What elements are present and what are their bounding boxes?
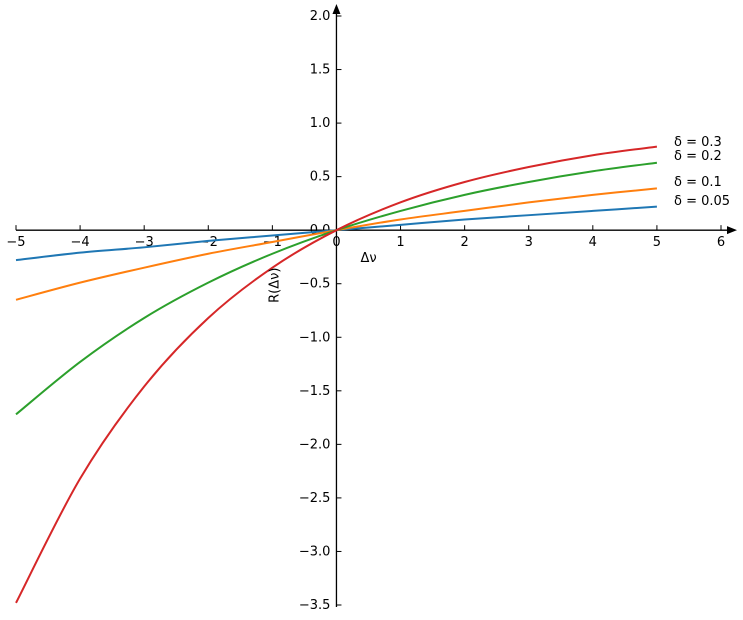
y-tick-label: 0.5 bbox=[310, 170, 331, 185]
x-tick-label: −5 bbox=[6, 235, 25, 250]
series-label: δ = 0.05 bbox=[674, 194, 730, 209]
y-tick-label: −0.5 bbox=[299, 277, 331, 292]
series-label: δ = 0.3 bbox=[674, 135, 722, 150]
x-tick-label: 0 bbox=[332, 235, 340, 250]
x-axis-label: Δν bbox=[360, 251, 376, 266]
series-labels: δ = 0.05 δ = 0.1 δ = 0.2δ = 0.3 bbox=[674, 135, 730, 209]
y-tick-label: 1.0 bbox=[310, 116, 331, 131]
y-tick-label: −1.0 bbox=[299, 330, 331, 345]
x-tick-label: 5 bbox=[653, 235, 661, 250]
y-tick-label: 2.0 bbox=[310, 9, 331, 24]
x-tick-label: 3 bbox=[525, 235, 533, 250]
x-tick-label: 1 bbox=[396, 235, 404, 250]
y-tick-label: −2.0 bbox=[299, 437, 331, 452]
x-tick-label: 6 bbox=[717, 235, 725, 250]
y-axis-arrow-icon bbox=[332, 4, 341, 14]
x-tick-label: 4 bbox=[589, 235, 597, 250]
series-label: δ = 0.1 bbox=[674, 175, 722, 190]
x-tick-label: −4 bbox=[71, 235, 90, 250]
y-axis-label: R(Δν) bbox=[267, 268, 282, 303]
x-tick-label: −2 bbox=[199, 235, 218, 250]
series-line bbox=[15, 145, 658, 604]
y-tick-label: 1.5 bbox=[310, 63, 331, 78]
x-axis-ticks: −5 −4 −3 −2 −1 0 1 2 3 4 5 6 bbox=[6, 225, 725, 250]
y-axis-ticks: 2.01.51.00.50.0−0.5−1.0−1.5−2.0−2.5−3.0−… bbox=[299, 9, 342, 613]
y-tick-label: −2.5 bbox=[299, 491, 331, 506]
x-tick-label: 2 bbox=[460, 235, 468, 250]
y-tick-label: −1.5 bbox=[299, 384, 331, 399]
series-label: δ = 0.2 bbox=[674, 149, 722, 164]
x-axis-arrow-icon bbox=[727, 226, 737, 235]
axes bbox=[16, 4, 737, 607]
y-tick-label: −3.0 bbox=[299, 544, 331, 559]
y-tick-label: −3.5 bbox=[299, 598, 331, 613]
series-lines bbox=[15, 145, 658, 604]
